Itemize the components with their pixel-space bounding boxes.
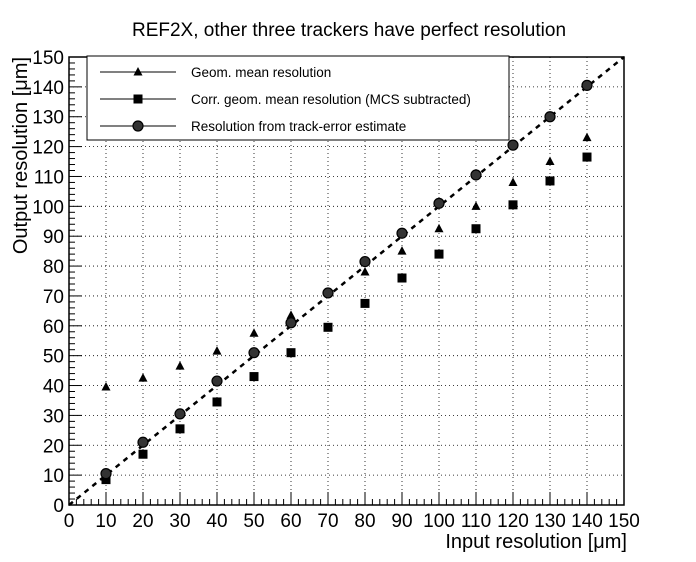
x-tick-label: 150 [608,511,640,532]
data-point-square [323,322,333,332]
y-tick-label: 150 [32,48,64,69]
data-point-circle [137,436,149,448]
x-tick-label: 70 [317,511,338,532]
data-point-circle [544,111,556,123]
data-point-circle [322,287,334,299]
data-point-triangle [138,373,148,382]
x-tick-label: 10 [95,511,116,532]
data-point-square [101,475,111,485]
x-tick-label: 0 [64,511,75,532]
y-tick-label: 90 [43,227,64,248]
x-tick-label: 20 [132,511,153,532]
x-tick-label: 80 [354,511,375,532]
axis-ticks [68,56,625,506]
y-tick-label: 60 [43,317,64,338]
data-point-triangle [175,361,185,370]
data-point-square [249,372,259,382]
x-tick-label: 60 [280,511,301,532]
data-point-circle [507,139,519,151]
data-point-triangle [434,223,444,233]
y-tick-label: 130 [32,108,64,129]
tick-labels: 0 10 20 30 40 50 60 70 80 90 100 110 120 130 140 150010… [32,48,640,532]
data-points [100,79,593,485]
data-point-square [212,397,222,407]
data-point-circle [359,255,371,268]
y-tick-label: 10 [43,466,64,487]
data-point-triangle [101,382,111,391]
y-tick-label: 0 [53,496,64,517]
data-point-circle [248,347,260,359]
data-point-triangle [545,156,555,166]
data-point-square [360,298,370,308]
y-tick-label: 80 [43,257,64,278]
data-point-triangle [508,177,518,186]
legend-label: Geom. mean resolution [191,65,331,80]
legend: Geom. mean resolution Corr. geom. mean re… [86,55,510,141]
data-point-circle [396,227,408,239]
data-point-square [397,273,407,283]
x-tick-label: 50 [243,511,264,532]
data-point-square [434,249,444,259]
data-point-square [286,348,296,358]
y-tick-label: 20 [43,436,64,457]
data-point-triangle [582,132,592,142]
reference-diagonal-line [68,56,625,506]
data-point-triangle [397,246,407,255]
data-point-circle [285,317,297,329]
legend-marker-square [133,94,143,104]
data-point-square [545,176,555,186]
y-tick-label: 30 [43,406,64,427]
y-tick-label: 40 [43,377,64,398]
x-tick-label: 120 [497,511,529,532]
x-tick-label: 140 [571,511,603,532]
x-tick-label: 130 [534,511,566,532]
data-point-triangle [471,201,481,210]
chart-title: REF2X, other three trackers have perfect… [132,20,566,41]
x-tick-label: 40 [206,511,227,532]
x-tick-label: 110 [461,511,491,532]
data-point-square [471,224,481,234]
data-point-circle [470,169,482,181]
legend-marker-circle [132,120,144,132]
data-point-circle [581,79,593,91]
data-point-circle [174,408,186,420]
data-point-triangle [249,328,259,337]
data-point-triangle [212,346,222,355]
data-point-triangle [360,267,370,276]
data-point-square [582,152,592,162]
x-tick-label: 100 [423,511,455,532]
legend-label: Resolution from track-error estimate [191,119,406,134]
data-point-circle [211,375,223,387]
x-axis-title: Input resolution [μm] [445,531,627,553]
y-tick-label: 120 [32,138,64,159]
y-tick-label: 100 [32,197,64,218]
y-tick-label: 70 [43,287,64,308]
data-point-circle [433,197,445,209]
x-tick-label: 30 [169,511,190,532]
data-point-triangle [286,310,296,319]
legend-marker-triangle [133,67,143,76]
data-point-circle [100,468,112,480]
data-point-square [508,200,518,210]
data-point-square [138,449,148,459]
legend-label: Corr. geom. mean resolution (MCS subtrac… [191,92,471,107]
y-tick-label: 110 [34,167,64,188]
y-tick-label: 50 [43,347,64,368]
data-point-square [175,424,185,434]
y-tick-label: 140 [32,78,64,99]
y-axis-title: Output resolution [μm] [10,57,32,254]
x-tick-label: 90 [391,511,412,532]
